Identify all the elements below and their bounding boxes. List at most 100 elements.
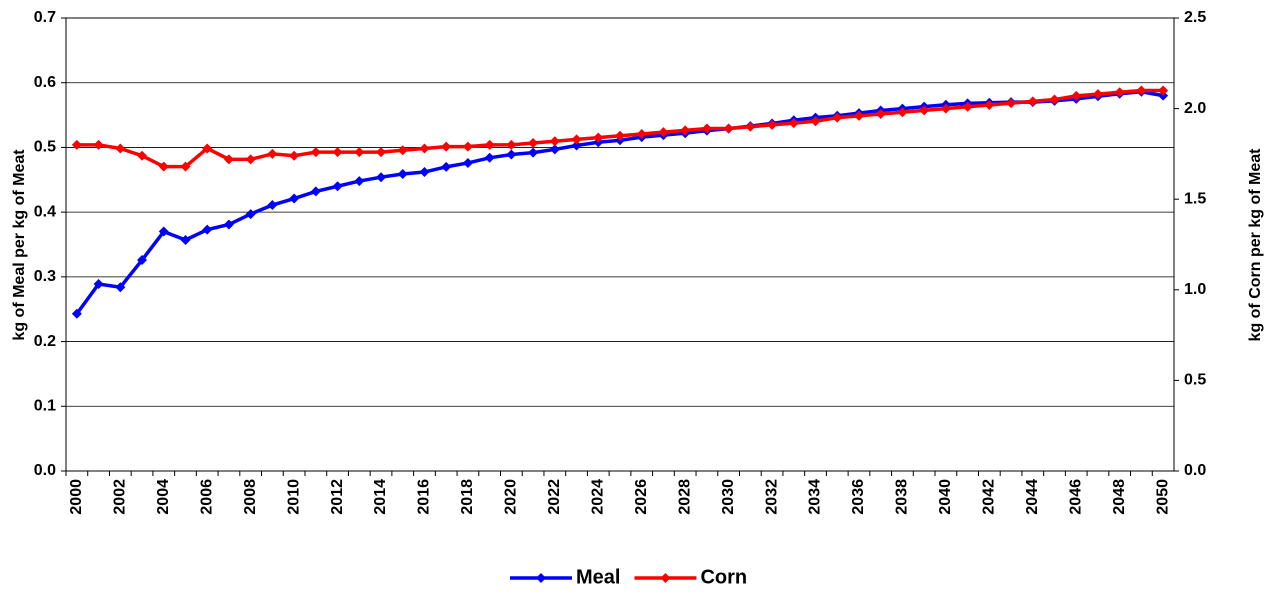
point-marker xyxy=(397,168,408,179)
point-marker xyxy=(376,147,387,158)
point-marker xyxy=(528,138,539,149)
x-tick-label: 2018 xyxy=(459,479,476,515)
point-marker xyxy=(115,143,126,154)
plot-frame xyxy=(65,17,1175,472)
point-marker xyxy=(93,278,104,289)
point-marker xyxy=(506,139,517,150)
point-marker xyxy=(267,200,278,211)
point-marker xyxy=(723,123,734,134)
y2-tick-label: 1.5 xyxy=(1184,190,1206,207)
y-tick-label: 0.0 xyxy=(34,462,56,479)
point-marker xyxy=(289,150,300,161)
point-marker xyxy=(1006,98,1017,109)
point-marker xyxy=(462,157,473,168)
x-tick-label: 2030 xyxy=(720,479,737,515)
x-tick-label: 2002 xyxy=(112,479,129,515)
y-tick-label: 0.5 xyxy=(34,139,56,156)
point-marker xyxy=(71,308,82,319)
point-marker xyxy=(289,193,300,204)
x-tick-label: 2014 xyxy=(372,479,389,515)
point-marker xyxy=(310,147,321,158)
y2-tick-label: 1.0 xyxy=(1184,281,1206,298)
point-marker xyxy=(788,118,799,129)
point-marker xyxy=(223,219,234,230)
point-marker xyxy=(332,181,343,192)
point-marker xyxy=(115,282,126,293)
point-marker xyxy=(940,103,951,114)
x-tick-label: 2050 xyxy=(1154,479,1171,515)
point-marker xyxy=(310,186,321,197)
y-tick-label: 0.1 xyxy=(34,398,56,415)
point-marker xyxy=(419,167,430,178)
point-marker xyxy=(332,147,343,158)
point-marker xyxy=(636,128,647,139)
x-tick-label: 2022 xyxy=(546,479,563,515)
point-marker xyxy=(919,105,930,116)
point-marker xyxy=(984,99,995,110)
point-marker xyxy=(267,148,278,159)
point-marker xyxy=(810,116,821,127)
point-marker xyxy=(528,147,539,158)
x-tick-label: 2040 xyxy=(937,479,954,515)
point-marker xyxy=(245,154,256,165)
y2-tick-label: 2.5 xyxy=(1184,9,1206,26)
point-marker xyxy=(419,143,430,154)
x-tick-label: 2048 xyxy=(1111,479,1128,515)
series-line xyxy=(75,90,1164,315)
point-marker xyxy=(1136,85,1147,96)
point-marker xyxy=(180,234,191,245)
point-marker xyxy=(93,139,104,150)
point-marker xyxy=(658,127,669,138)
point-marker xyxy=(1027,96,1038,107)
legend-marker xyxy=(536,573,546,583)
point-marker xyxy=(1114,87,1125,98)
x-tick-label: 2038 xyxy=(894,479,911,515)
y-axis-title: kg of Meal per kg of Meat xyxy=(11,149,28,341)
point-marker xyxy=(354,176,365,187)
y-tick-label: 0.2 xyxy=(34,333,56,350)
point-marker xyxy=(137,150,148,161)
x-tick-label: 2034 xyxy=(807,479,824,515)
y-tick-label: 0.3 xyxy=(34,268,56,285)
x-tick-label: 2036 xyxy=(850,479,867,515)
x-tick-label: 2012 xyxy=(329,479,346,515)
point-marker xyxy=(71,139,82,150)
x-tick-label: 2046 xyxy=(1067,479,1084,515)
legend-label: Corn xyxy=(700,566,747,588)
point-marker xyxy=(1158,90,1169,101)
x-tick-label: 2026 xyxy=(633,479,650,515)
point-marker xyxy=(853,110,864,121)
point-marker xyxy=(1049,94,1060,105)
x-tick-label: 2000 xyxy=(68,479,85,515)
point-marker xyxy=(549,144,560,155)
point-marker xyxy=(158,161,169,172)
point-marker xyxy=(832,112,843,123)
point-marker xyxy=(484,152,495,163)
point-marker xyxy=(571,134,582,145)
point-marker xyxy=(680,125,691,136)
point-marker xyxy=(180,161,191,172)
point-marker xyxy=(397,145,408,156)
y2-tick-label: 0.0 xyxy=(1184,462,1206,479)
point-marker xyxy=(1071,90,1082,101)
x-tick-label: 2010 xyxy=(285,479,302,515)
legend-marker xyxy=(660,573,671,583)
x-tick-label: 2044 xyxy=(1024,479,1041,515)
y-tick-label: 0.6 xyxy=(34,74,56,91)
point-marker xyxy=(462,141,473,152)
point-marker xyxy=(701,123,712,134)
point-marker xyxy=(897,107,908,118)
point-marker xyxy=(506,149,517,160)
point-marker xyxy=(875,109,886,120)
y-tick-label: 0.4 xyxy=(34,203,56,220)
y2-tick-label: 2.0 xyxy=(1184,100,1206,117)
y2-tick-label: 0.5 xyxy=(1184,372,1206,389)
point-marker xyxy=(1158,85,1169,96)
point-marker xyxy=(245,209,256,220)
x-tick-label: 2016 xyxy=(416,479,433,515)
x-tick-label: 2028 xyxy=(676,479,693,515)
point-marker xyxy=(202,143,213,154)
x-tick-label: 2020 xyxy=(503,479,520,515)
point-marker xyxy=(549,136,560,147)
